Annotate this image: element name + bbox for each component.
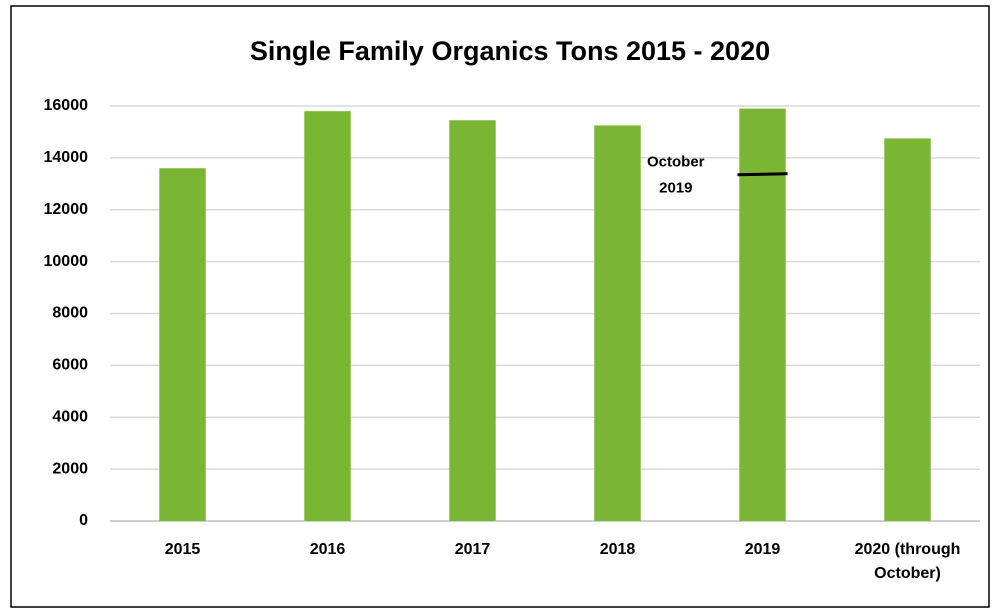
annotation-marker bbox=[737, 172, 788, 177]
bar bbox=[159, 168, 206, 521]
y-tick-label: 2000 bbox=[52, 460, 88, 477]
x-tick-label: 2017 bbox=[454, 541, 491, 558]
bar bbox=[304, 111, 351, 521]
y-tick-label: 12000 bbox=[44, 201, 89, 218]
chart-border bbox=[10, 5, 990, 608]
y-tick-label: 14000 bbox=[44, 149, 89, 166]
y-tick-label: 0 bbox=[79, 512, 88, 529]
y-tick-label: 16000 bbox=[44, 97, 89, 114]
x-tick-label: 2016 bbox=[309, 541, 346, 558]
bar bbox=[739, 108, 786, 521]
y-tick-label: 10000 bbox=[44, 253, 89, 270]
bar bbox=[594, 125, 641, 521]
chart-title: Single Family Organics Tons 2015 - 2020 bbox=[250, 36, 770, 66]
x-tick-label: 2015 bbox=[164, 541, 201, 558]
annotation-text: October bbox=[647, 154, 705, 171]
annotation-text: 2019 bbox=[659, 180, 692, 197]
bar bbox=[884, 138, 931, 521]
x-tick-label: 2019 bbox=[744, 541, 781, 558]
y-tick-label: 8000 bbox=[52, 305, 88, 322]
bar bbox=[449, 120, 496, 521]
y-tick-label: 4000 bbox=[52, 408, 88, 425]
x-tick-label: 2018 bbox=[599, 541, 636, 558]
y-tick-label: 6000 bbox=[52, 357, 88, 374]
x-tick-label: 2020 (through October) bbox=[854, 541, 961, 582]
